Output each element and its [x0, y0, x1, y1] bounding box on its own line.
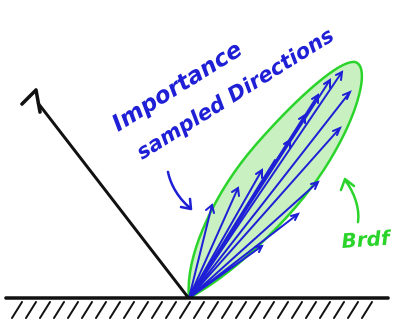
- brdf-pointer-arrowhead-icon: [339, 177, 356, 192]
- brdf-pointer: [343, 178, 360, 224]
- sample-ray: [188, 204, 213, 299]
- annotation-pointer: [166, 170, 192, 210]
- annotation-pointer-arrowhead-icon: [179, 197, 193, 211]
- sample-ray: [188, 91, 351, 299]
- sample-ray: [188, 181, 319, 299]
- sample-ray: [188, 245, 263, 299]
- view-arrowhead-icon: [20, 88, 42, 114]
- sample-arrowheads: [205, 70, 352, 253]
- brdf-lobe: [187, 60, 364, 300]
- surface-hatching: [11, 301, 373, 319]
- view-direction-line: [36, 101, 189, 298]
- sampled-directions: [188, 71, 351, 299]
- brdf-label: Brdf: [341, 226, 393, 253]
- sample-ray: [188, 71, 343, 299]
- sample-ray: [188, 187, 239, 299]
- sample-ray: [188, 127, 341, 299]
